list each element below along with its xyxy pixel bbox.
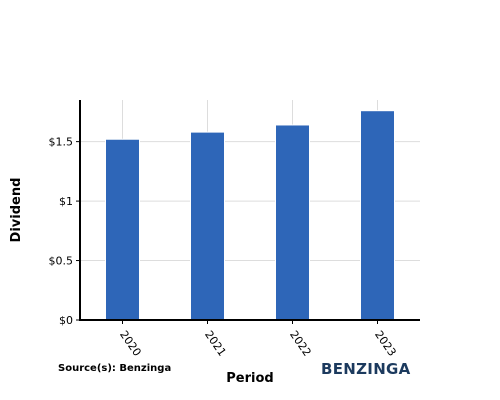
axes <box>79 100 420 321</box>
x-tick-label: 2020 <box>117 328 144 358</box>
y-axis-title: Dividend <box>9 178 24 243</box>
bar-2023 <box>360 110 395 321</box>
x-axis-ticks: 2020 2021 2022 2023 <box>117 320 399 359</box>
x-tick-label: 2023 <box>372 328 399 358</box>
bar-2021 <box>190 131 225 321</box>
y-axis-ticks: $0 $0.5 $1 $1.5 <box>49 136 80 327</box>
y-tick-label: $0 <box>59 314 73 327</box>
x-tick-label: 2022 <box>287 328 314 358</box>
y-tick-label: $1 <box>59 195 73 208</box>
benzinga-logo: BENZINGA <box>321 360 411 378</box>
y-tick-label: $1.5 <box>49 136 74 149</box>
bars <box>105 110 395 321</box>
x-tick-label: 2021 <box>202 328 229 358</box>
source-label: Source(s): Benzinga <box>58 363 172 374</box>
bar-2022 <box>275 124 310 321</box>
x-axis-title: Period <box>226 371 273 386</box>
y-tick-label: $0.5 <box>49 255 74 268</box>
bar-2020 <box>105 138 140 321</box>
